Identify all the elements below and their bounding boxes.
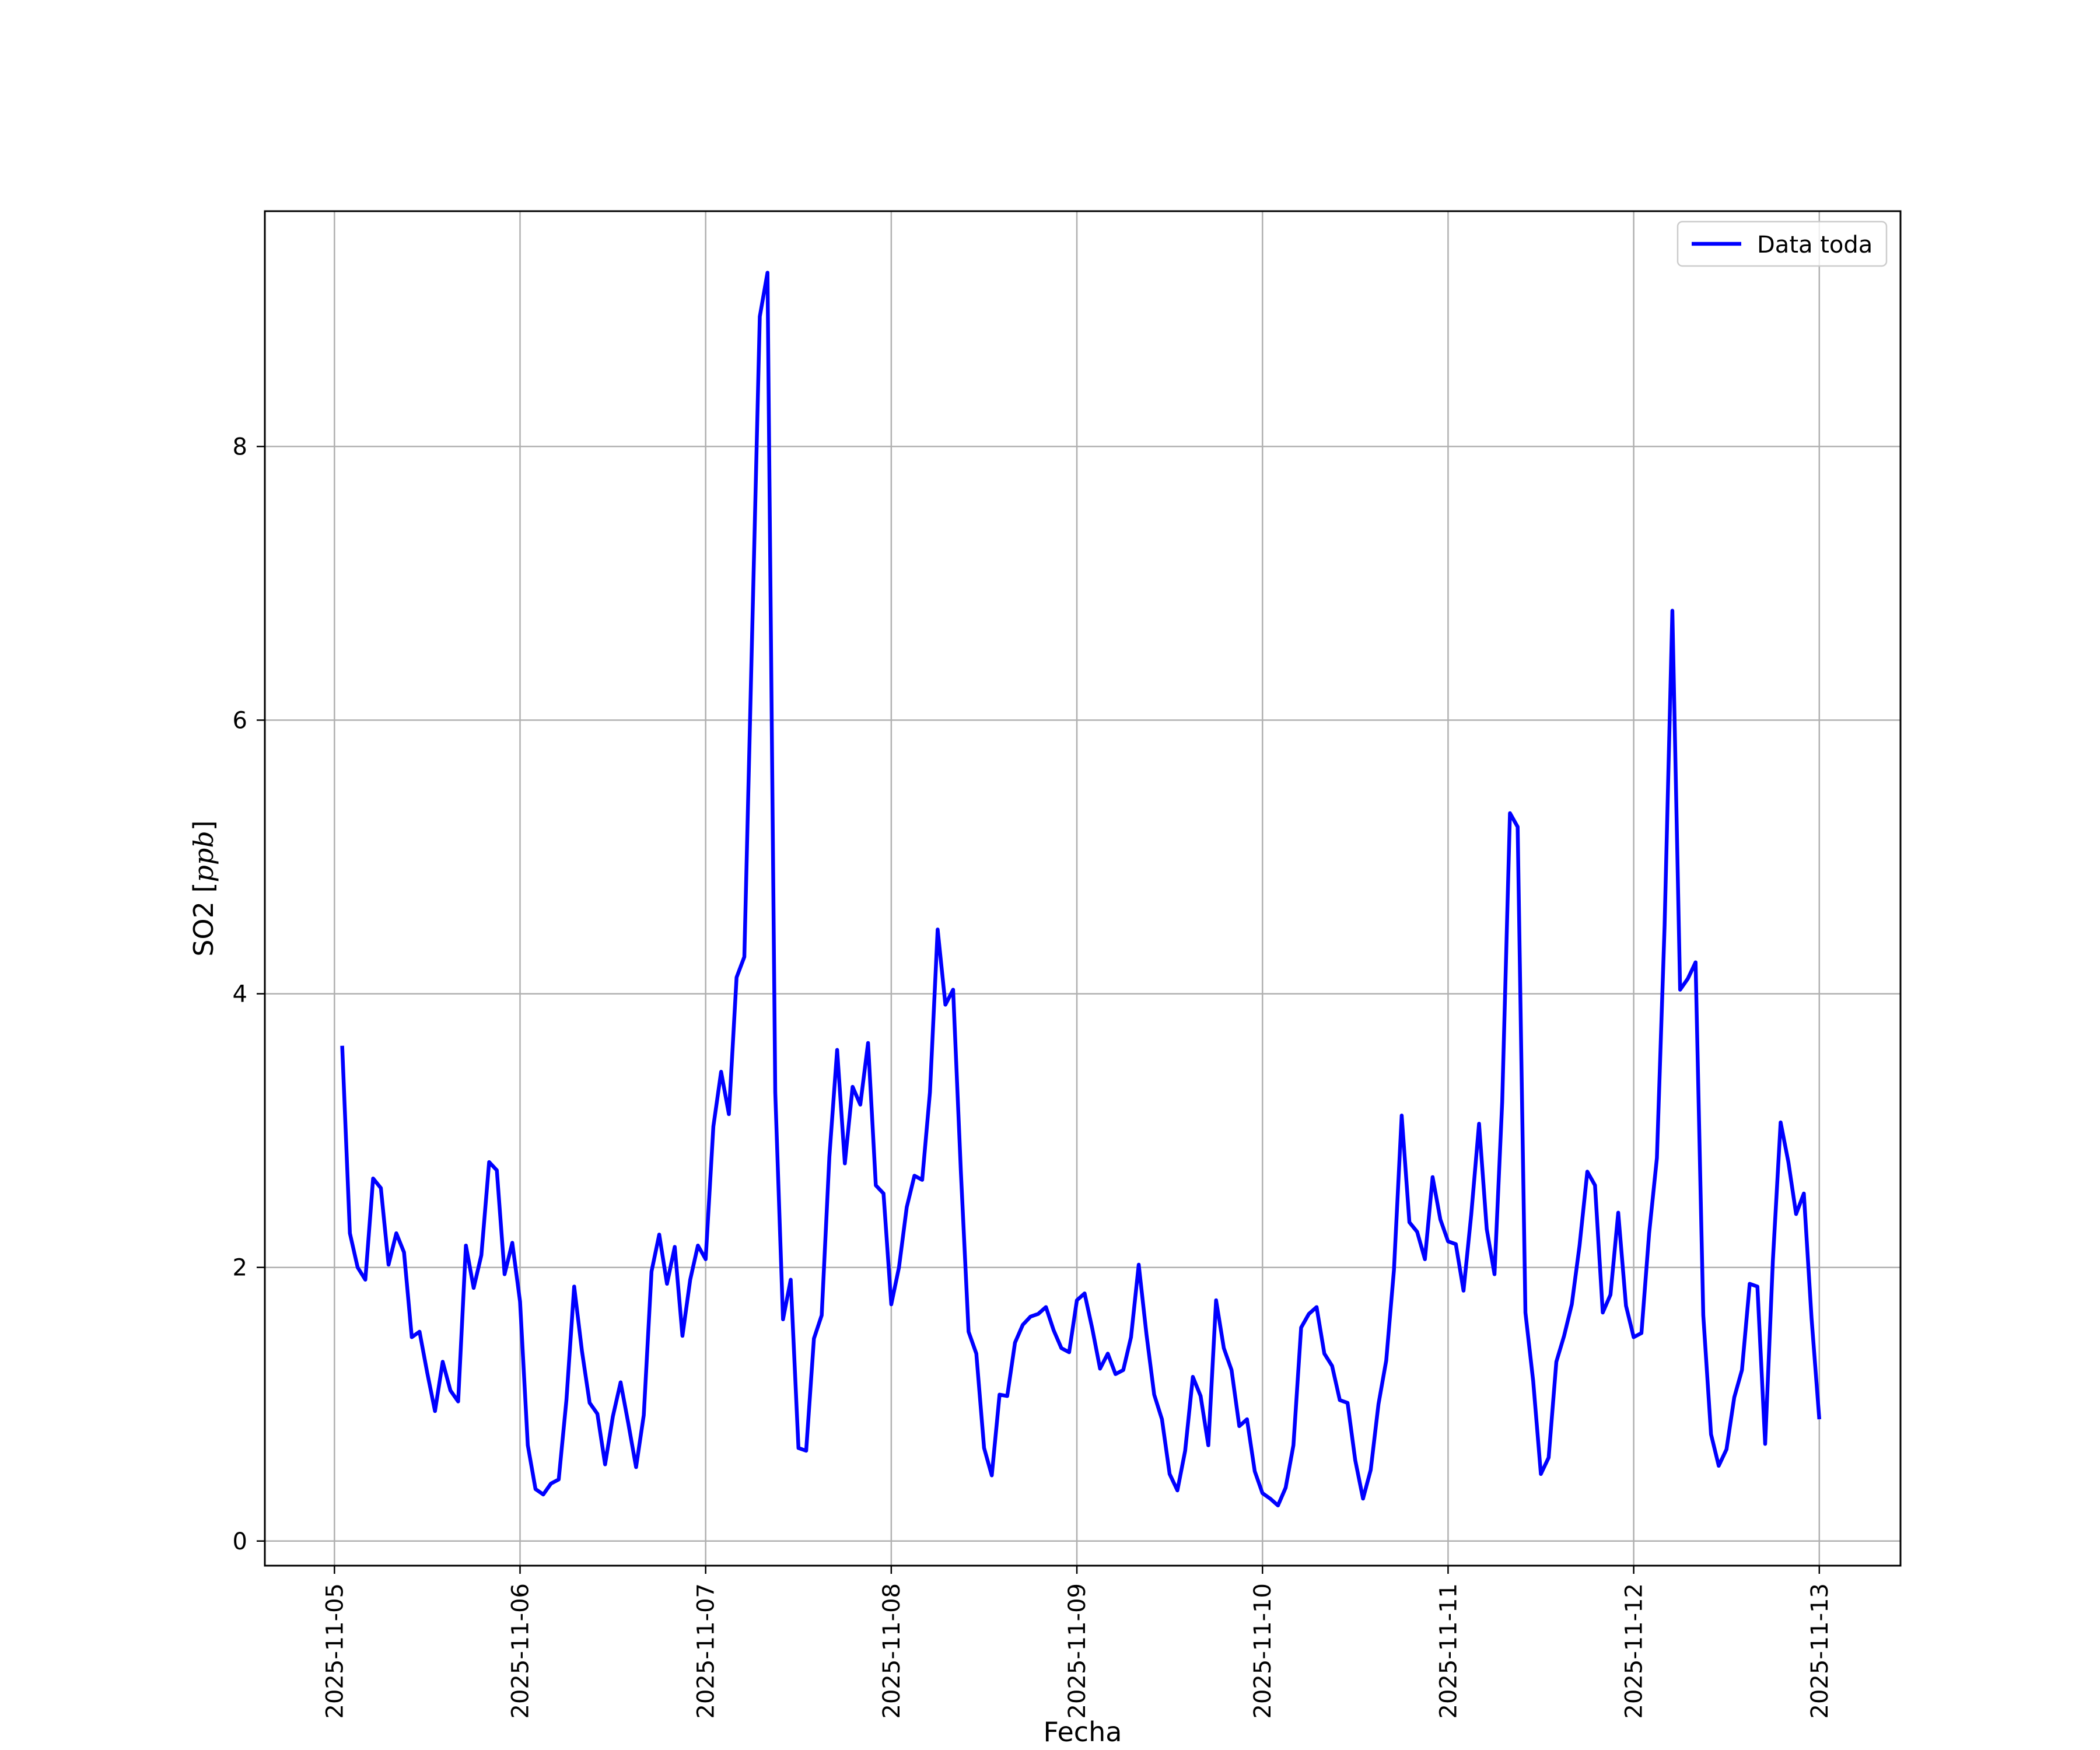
plot-area-frame (264, 210, 1902, 1567)
y-tick-label: 0 (233, 1528, 247, 1555)
y-axis-label-prefix: SO2 [ (188, 883, 219, 957)
x-tick-label: 2025-11-05 (321, 1583, 348, 1718)
x-tick-label: 2025-11-13 (1807, 1583, 1833, 1718)
x-tick-label: 2025-11-12 (1621, 1583, 1648, 1718)
y-tick-label: 6 (233, 708, 247, 734)
x-tick-label: 2025-11-07 (693, 1583, 720, 1718)
y-axis-label: SO2 [ppb] (188, 820, 219, 957)
legend-label: Data toda (1757, 232, 1873, 258)
grid-lines (265, 211, 1901, 1566)
x-tick-label: 2025-11-10 (1250, 1583, 1276, 1718)
x-axis: 2025-11-05 2025-11-06 2025-11-07 2025-11-08… (321, 1566, 1833, 1718)
y-axis-label-unit: ppb (188, 831, 219, 882)
x-tick-label: 2025-11-08 (878, 1583, 905, 1718)
y-tick-label: 2 (233, 1255, 247, 1282)
x-tick-label: 2025-11-11 (1435, 1583, 1462, 1718)
y-tick-label: 4 (233, 981, 247, 1008)
y-axis-label-suffix: ] (188, 820, 219, 831)
x-tick-label: 2025-11-06 (508, 1583, 534, 1718)
x-tick-label: 2025-11-09 (1064, 1583, 1091, 1718)
legend-box (1676, 220, 1888, 267)
legend: Data toda (1676, 220, 1888, 267)
x-axis-label: Fecha (1044, 1716, 1122, 1748)
y-tick-label: 8 (233, 433, 247, 460)
series-line-data-toda (340, 271, 1822, 1508)
y-axis: 0 2 4 6 8 (233, 433, 265, 1555)
